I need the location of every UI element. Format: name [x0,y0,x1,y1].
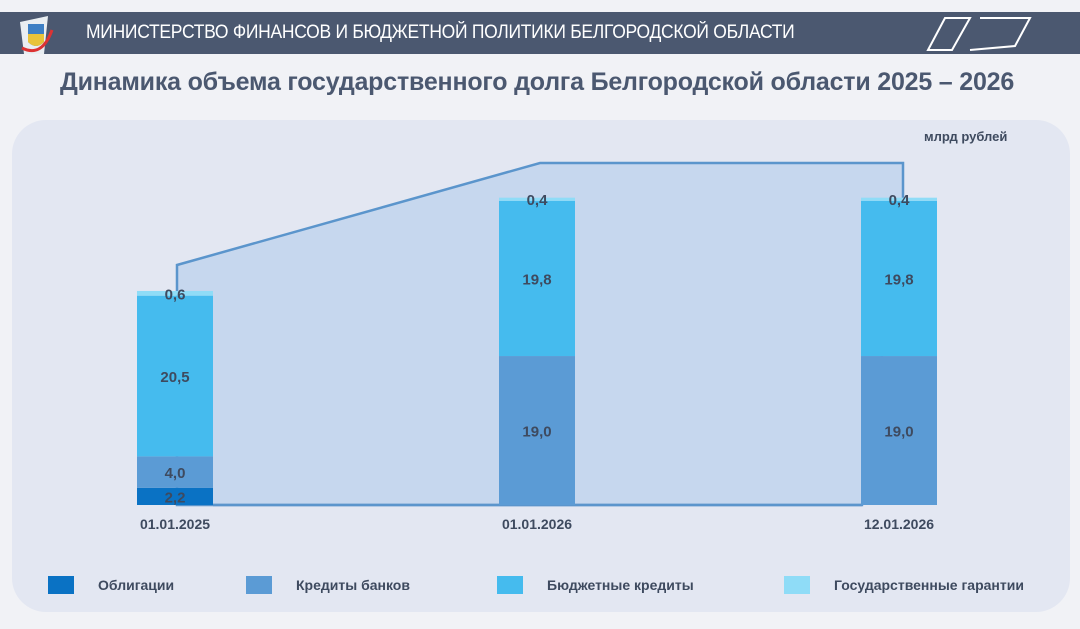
legend-label: Бюджетные кредиты [547,577,694,593]
header-bar [0,12,1080,54]
bar-segment [137,290,213,296]
bar-segment [499,197,575,201]
data-label: 19,8 [522,271,551,288]
unit-label: млрд рублей [924,129,1008,144]
coat-of-arms-logo [20,16,54,54]
legend-label: Кредиты банков [296,577,410,593]
bar-segment [137,487,213,505]
data-label: 0,4 [527,192,549,209]
chart-title: Динамика объема государственного долга Б… [60,68,1015,96]
data-label: 20,5 [160,369,189,386]
data-label: 4,0 [165,465,186,482]
x-tick-label: 01.01.2025 [140,516,210,532]
bar-segment [861,356,937,505]
bar-segment [861,197,937,201]
legend-item: Облигации [48,576,174,594]
data-label: 19,0 [884,424,913,441]
legend-swatch [784,576,810,594]
bar-segment [499,200,575,357]
bar-segment [137,295,213,457]
legend-swatch [246,576,272,594]
legend-item: Кредиты банков [246,576,410,594]
data-label: 19,0 [522,424,551,441]
legend-swatch [48,576,74,594]
legend-label: Облигации [98,577,175,593]
ministry-name: МИНИСТЕРСТВО ФИНАНСОВ И БЮДЖЕТНОЙ ПОЛИТИ… [86,22,795,43]
legend-item: Государственные гарантии [784,576,1024,594]
bar-segment [861,200,937,357]
bar-segment [137,456,213,488]
legend-swatch [497,576,523,594]
data-label: 0,6 [165,286,186,303]
legend-item: Бюджетные кредиты [497,576,694,594]
data-label: 0,4 [889,192,911,209]
x-tick-label: 01.01.2026 [502,516,572,532]
x-tick-label: 12.01.2026 [864,516,934,532]
data-label: 2,2 [165,489,186,506]
header-decoration [926,17,1032,51]
data-label: 19,8 [884,271,913,288]
legend-label: Государственные гарантии [834,577,1024,593]
bar-segment [499,356,575,505]
